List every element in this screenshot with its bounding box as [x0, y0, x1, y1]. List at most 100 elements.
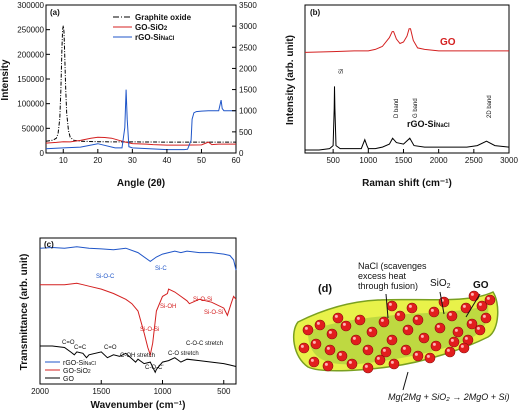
panel-c-ann-c-o-c-prime: C-O-C': [145, 365, 163, 371]
sio2-spheres: [298, 290, 496, 374]
panel-c-series-0: [39, 246, 237, 271]
sio2-sphere: [412, 350, 424, 362]
panel-c-legend-label: GO: [63, 376, 74, 383]
sphere-highlight: [382, 348, 386, 352]
sphere-highlight: [402, 346, 406, 350]
panel-c-plot-frame: [39, 237, 237, 385]
panel-a-y-right-tick-label: 1500: [239, 86, 257, 95]
sio2-sphere: [480, 312, 492, 324]
panel-b-2d-band-label: 2D band: [487, 95, 493, 118]
panel-a-series-group: [45, 25, 236, 151]
panel-b-series-group: [304, 28, 510, 151]
sio2-sphere: [322, 360, 334, 372]
panel-a-series-0: [45, 25, 236, 143]
panel-b-x-tick-label: 2500: [465, 156, 483, 165]
panel-a-y-right-ticks: 0 500 1000 1500 2000 2500 3000 3500: [232, 1, 257, 158]
panel-c-ann-si-o-si-1: Si-O-Si: [193, 297, 212, 303]
sio2-sphere: [298, 342, 310, 354]
sio2-sphere: [424, 352, 436, 364]
sphere-highlight: [388, 302, 392, 306]
panel-c-ann-si-o-si-3: Si-O-Si: [204, 310, 223, 316]
sphere-highlight: [446, 348, 450, 352]
sio2-sphere: [386, 334, 398, 346]
panel-b-x-tick-label: 3000: [500, 156, 518, 165]
panel-c-ann-si-c: Si-C: [155, 266, 167, 272]
sphere-highlight: [390, 360, 394, 364]
panel-a-y-right-tick-label: 1000: [239, 107, 257, 116]
sphere-highlight: [364, 346, 368, 350]
sphere-highlight: [464, 336, 468, 340]
sphere-highlight: [310, 358, 314, 362]
sphere-highlight: [470, 292, 474, 296]
sphere-highlight: [316, 321, 320, 325]
panel-c-ann-c-o-stretch: C-O stretch: [168, 351, 199, 357]
nacl-label-line-1: NaCl (scavenges: [358, 261, 427, 271]
sphere-highlight: [356, 316, 360, 320]
sio2-sphere: [354, 314, 366, 326]
panel-a-y-right-tick-label: 3500: [239, 1, 257, 10]
panel-b-y-axis-title: Intensity (arb. unit): [285, 35, 296, 125]
sphere-highlight: [364, 364, 368, 368]
sio2-sphere: [366, 326, 378, 338]
panel-a-series-right-0: [45, 89, 236, 151]
sphere-highlight: [324, 362, 328, 366]
sio2-sphere: [310, 338, 322, 350]
sphere-highlight: [328, 330, 332, 334]
sio2-sphere: [418, 332, 430, 344]
panel-a-label: (a): [50, 8, 60, 17]
panel-a-x-tick-label: 60: [232, 156, 241, 165]
sio2-sphere: [350, 334, 362, 346]
panel-a-series-1: [45, 136, 236, 146]
panel-a-y-axis-title: Intensity: [0, 59, 11, 101]
panel-b-series-0: [304, 28, 509, 53]
panel-a-x-tick-label: 40: [162, 156, 171, 165]
panel-a-y-left-tick-label: 300000: [17, 1, 44, 10]
panel-c-ann-c-o-c-stretch: C-O-C stretch: [186, 341, 223, 347]
sphere-highlight: [478, 302, 482, 306]
panel-c-series-1: [40, 282, 237, 357]
sio2-sphere: [448, 336, 460, 348]
sphere-highlight: [334, 314, 338, 318]
panel-d-label: (d): [318, 283, 332, 295]
panel-b-series-1: [305, 86, 510, 151]
panel-a-y-left-ticks: 0 50000 100000 150000 200000 250000 300000: [17, 1, 50, 158]
panel-c-x-tick-label: 2000: [31, 387, 49, 396]
panel-c-legend-label: GO-SiO2: [63, 368, 91, 375]
panel-c-ann-c-o-1: C=O: [62, 340, 75, 346]
sphere-highlight: [486, 296, 490, 300]
sphere-highlight: [436, 324, 440, 328]
sphere-highlight: [368, 328, 372, 332]
panel-a-y-left-tick-label: 150000: [17, 75, 44, 84]
panel-b-plot-frame: [304, 4, 510, 154]
sphere-highlight: [482, 314, 486, 318]
sphere-highlight: [312, 340, 316, 344]
sio2-label: SiO2: [430, 278, 451, 290]
panel-a-y-left-tick-label: 100000: [17, 100, 44, 109]
panel-c-series-group: [39, 246, 237, 374]
sio2-sphere: [386, 300, 398, 312]
panel-b-si-label: Si: [339, 69, 345, 74]
panel-c-ann-si-o-si-2: Si-O-Si: [140, 327, 159, 333]
panel-b-go-label: GO: [440, 37, 456, 48]
sio2-sphere: [394, 310, 406, 322]
sphere-highlight: [376, 356, 380, 360]
sphere-highlight: [476, 326, 480, 330]
sphere-highlight: [342, 322, 346, 326]
panel-a-y-right-tick-label: 2000: [239, 64, 257, 73]
sphere-highlight: [396, 312, 400, 316]
panel-b-x-tick-label: 2000: [430, 156, 448, 165]
nacl-label-line-2: excess heat: [358, 271, 407, 281]
sio2-sphere: [380, 346, 392, 358]
sphere-highlight: [450, 338, 454, 342]
panel-a-x-axis-title: Angle (2θ): [117, 178, 165, 189]
sio2-sphere: [314, 319, 326, 331]
panel-b-x-axis-title: Raman shift (cm⁻¹): [362, 178, 452, 189]
sphere-highlight: [404, 326, 408, 330]
sio2-sphere: [412, 314, 424, 326]
sphere-highlight: [414, 352, 418, 356]
sio2-sphere: [428, 306, 440, 318]
panel-a-y-left-tick-label: 200000: [17, 50, 44, 59]
sio2-sphere: [324, 344, 336, 356]
panel-c-series-2: [40, 345, 237, 374]
sio2-sphere: [340, 320, 352, 332]
